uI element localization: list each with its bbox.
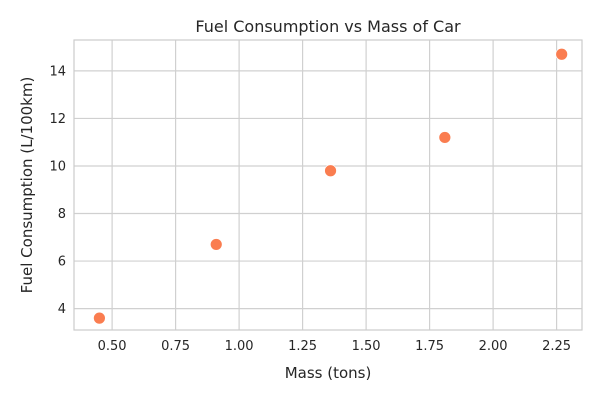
data-point: [209, 238, 223, 251]
x-axis-label: Mass (tons): [285, 364, 372, 382]
plot-area-frame: [73, 39, 583, 331]
y-axis-label: Fuel Consumption (L/100km): [18, 77, 36, 294]
grid-layer: [74, 40, 582, 330]
x-tick-label: 2.25: [542, 339, 571, 354]
y-tick-label: 4: [58, 302, 66, 317]
data-point: [555, 47, 569, 61]
y-tick-label: 8: [58, 207, 66, 222]
x-tick-label: 1.00: [225, 339, 254, 354]
x-tick-label: 0.50: [98, 339, 127, 354]
x-tick-label: 1.75: [415, 339, 444, 354]
data-point: [438, 131, 452, 144]
data-points: [93, 47, 569, 325]
y-tick-label: 10: [49, 159, 66, 174]
y-tick-label: 14: [49, 64, 66, 79]
y-tick-label: 6: [58, 255, 66, 270]
x-tick-label: 1.50: [352, 339, 381, 354]
x-tick-label: 2.00: [479, 339, 508, 354]
x-tick-label: 1.25: [288, 339, 317, 354]
tick-labels: 0.50 0.75 1.00 1.25 1.50 1.75 2.00 2.25 4 6 8 10 12 1…: [49, 64, 571, 354]
x-tick-label: 0.75: [161, 339, 190, 354]
data-point: [93, 311, 106, 325]
chart-title: Fuel Consumption vs Mass of Car: [195, 17, 461, 36]
data-point: [324, 164, 337, 178]
y-tick-label: 12: [49, 112, 66, 127]
